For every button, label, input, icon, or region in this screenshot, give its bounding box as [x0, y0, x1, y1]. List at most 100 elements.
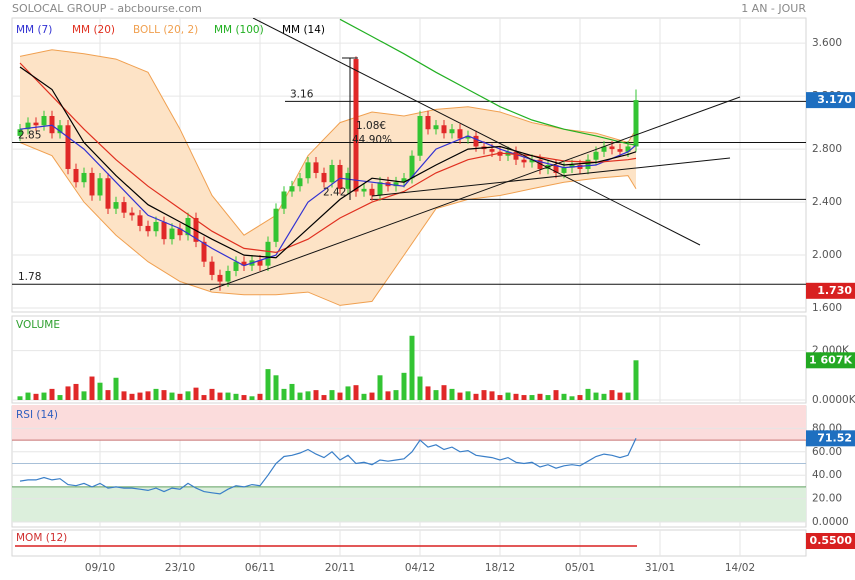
- volume-bar: [257, 393, 263, 400]
- volume-bar: [553, 390, 559, 400]
- backdrop-layer: [12, 18, 806, 556]
- volume-bar: [425, 386, 431, 400]
- candle-body: [289, 186, 295, 192]
- candle-body: [393, 182, 399, 187]
- candle-body: [281, 191, 287, 209]
- volume-bar: [65, 386, 71, 400]
- chart-title: SOLOCAL GROUP - abcbourse.com: [12, 2, 202, 15]
- candle-body: [25, 122, 31, 130]
- volume-bar: [201, 395, 207, 400]
- candle-body: [537, 159, 543, 169]
- x-tick-label: 05/01: [565, 562, 595, 574]
- candle-body: [433, 125, 439, 130]
- candle-body: [401, 178, 407, 183]
- volume-bar: [345, 386, 351, 400]
- period-label: 1 AN - JOUR: [741, 2, 806, 15]
- candle-body: [297, 178, 303, 187]
- volume-bar: [353, 385, 359, 400]
- y-tick-label: 2.800: [812, 143, 842, 155]
- legend-entry: MM (7): [16, 24, 52, 36]
- candle-body: [145, 225, 151, 232]
- volume-bar: [537, 393, 543, 400]
- volume-bar: [177, 393, 183, 400]
- candle-body: [201, 241, 207, 262]
- candle-body: [209, 261, 215, 275]
- candle-body: [305, 162, 311, 179]
- volume-bar: [449, 388, 455, 400]
- candle-body: [417, 116, 423, 156]
- candle-body: [609, 146, 615, 150]
- volume-bar: [97, 382, 103, 400]
- volume-bar: [161, 390, 167, 400]
- value-tag-label: 0.5500: [810, 534, 853, 547]
- trend-line: [371, 157, 731, 197]
- volume-bar: [217, 392, 223, 400]
- candle-body: [345, 172, 351, 189]
- volume-bar: [505, 392, 511, 400]
- candle-body: [105, 178, 111, 209]
- x-tick-label: 18/12: [485, 562, 515, 574]
- y-tick-label: 2.400: [812, 196, 842, 208]
- panel-title: MOM (12): [16, 532, 67, 544]
- drawing-layer: 1.08€ 44.90% 3.16 2.85 2.42 1.78: [18, 18, 741, 291]
- candle-body: [569, 165, 575, 168]
- level-label: 2.85: [18, 129, 41, 141]
- volume-bar: [601, 393, 607, 400]
- candle-body: [273, 208, 279, 242]
- volume-bar: [561, 393, 567, 400]
- volume-bar: [249, 396, 255, 400]
- volume-bar: [393, 390, 399, 400]
- x-tick-label: 20/11: [325, 562, 355, 574]
- candle-body: [97, 178, 103, 196]
- value-tag: [806, 92, 855, 109]
- candle-body: [377, 182, 383, 196]
- x-tick-label: 06/11: [245, 562, 275, 574]
- volume-bar: [241, 395, 247, 400]
- candle-body: [121, 202, 127, 213]
- volume-bar: [121, 391, 127, 400]
- volume-bar: [233, 393, 239, 400]
- candle-body: [425, 116, 431, 130]
- candle-body: [489, 149, 495, 152]
- candle-body: [593, 151, 599, 160]
- value-tag-label: 1 607K: [809, 353, 852, 366]
- volume-bar: [473, 393, 479, 400]
- volume-bar: [289, 383, 295, 400]
- candle-body: [441, 125, 447, 134]
- y-tick-label: 3.600: [812, 37, 842, 49]
- candle-body: [329, 165, 335, 183]
- trend-line: [209, 96, 741, 291]
- value-tag: [806, 282, 855, 299]
- volume-bar: [577, 395, 583, 400]
- volume-bar: [185, 391, 191, 400]
- candle-body: [49, 116, 55, 134]
- candle-body: [369, 188, 375, 196]
- candle-body: [521, 159, 527, 163]
- y-tick-label: 40.00: [812, 469, 842, 481]
- candle-body: [153, 221, 159, 232]
- volume-bar: [633, 360, 639, 400]
- x-tick-label: 14/02: [725, 562, 755, 574]
- volume-bar: [25, 392, 31, 400]
- candle-body: [513, 151, 519, 160]
- volume-panel: [11, 315, 807, 404]
- volume-bar: [73, 383, 79, 400]
- value-tag: [806, 533, 855, 549]
- volume-bar: [401, 372, 407, 400]
- candle-body: [337, 165, 343, 189]
- volume-bar: [265, 369, 271, 400]
- candle-body: [225, 270, 231, 282]
- volume-bar: [113, 377, 119, 400]
- x-tick-label: 31/01: [645, 562, 675, 574]
- candle-body: [465, 135, 471, 139]
- volume-bar: [369, 392, 375, 400]
- y-tick-label: 0.0000K: [812, 394, 855, 406]
- volume-bar: [89, 376, 95, 400]
- volume-bar: [497, 395, 503, 400]
- legend-entry: MM (14): [282, 24, 325, 36]
- volume-bar: [81, 391, 87, 400]
- volume-bar: [321, 395, 327, 400]
- value-tag: [806, 352, 855, 369]
- volume-bar: [625, 392, 631, 400]
